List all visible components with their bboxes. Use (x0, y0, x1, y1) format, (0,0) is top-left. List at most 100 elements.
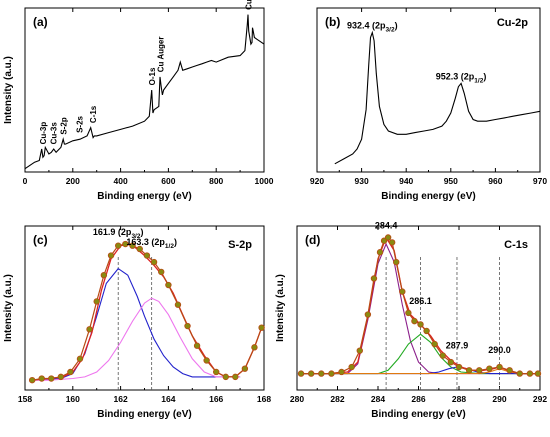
data-point (328, 370, 335, 377)
data-point (48, 375, 55, 382)
peak-label-subscript: 3/2 (386, 27, 395, 34)
peak-label-value: 163.3 (2p (126, 237, 165, 247)
peak-label-close: ) (483, 71, 486, 81)
peak-label-value: 287.9 (446, 340, 469, 350)
data-point (370, 275, 378, 282)
data-point (107, 252, 115, 259)
plot-frame (316, 7, 541, 173)
peak-label-close: ) (140, 227, 143, 237)
peak-label-close: ) (395, 21, 398, 31)
x-tick-label: 162 (114, 394, 128, 404)
peak-label: Cu-2p (244, 0, 253, 10)
data-point (455, 363, 463, 371)
data-point (174, 301, 182, 308)
x-tick-label: 1000 (255, 176, 274, 186)
peak-label: 163.3 (2p1/2) (126, 237, 177, 250)
data-point (115, 242, 122, 249)
data-point (203, 357, 210, 364)
data-point (67, 368, 74, 376)
x-tick-label: 960 (488, 176, 502, 186)
x-tick-label: 286 (411, 394, 425, 404)
peak-label-value: 161.9 (2p (93, 227, 132, 237)
data-point (526, 370, 534, 377)
peak-label: Cu-3p (39, 122, 48, 145)
data-point (297, 370, 305, 377)
measured-spectrum-line (32, 243, 263, 381)
x-tick-label: 970 (533, 176, 547, 186)
x-tick-label: 400 (114, 176, 128, 186)
panel-tag: (d) (305, 233, 320, 247)
data-point (241, 365, 249, 372)
spectrum-line (334, 30, 541, 165)
peak-label: 161.9 (2p3/2) (93, 227, 144, 240)
data-point (423, 327, 430, 335)
x-tick-label: 0 (23, 176, 28, 186)
y-axis-title: Intensity (a.u.) (3, 56, 14, 124)
x-tick-label: 164 (161, 394, 175, 404)
data-point (486, 365, 493, 372)
data-point (222, 373, 229, 381)
data-point (76, 355, 84, 363)
data-point (57, 373, 65, 381)
region-label: S-2p (228, 239, 252, 251)
x-tick-label: 166 (209, 394, 223, 404)
data-point (338, 368, 345, 376)
peak-label: Cu Auger (157, 37, 166, 73)
x-tick-label: 288 (452, 394, 466, 404)
peak-label: 290.0 (488, 345, 511, 355)
peak-label: Cu-3s (50, 122, 59, 145)
data-point (307, 370, 315, 377)
peak-label-value: 286.1 (409, 296, 432, 306)
peak-label-subscript: 1/2 (165, 243, 174, 250)
data-point (232, 373, 239, 381)
x-tick-label: 940 (399, 176, 413, 186)
y-axis-title: Intensity (a.u.) (275, 274, 286, 342)
data-point (393, 258, 400, 266)
panel-tag: (b) (325, 15, 340, 29)
spectrum-line (24, 14, 265, 170)
data-point (251, 344, 258, 351)
data-point (28, 376, 36, 384)
peak-label: 932.4 (2p3/2) (347, 21, 398, 34)
data-point (439, 352, 446, 359)
peak-label: O-1s (148, 67, 157, 85)
x-tick-label: 920 (310, 176, 324, 186)
data-point (496, 363, 503, 371)
data-point (143, 252, 151, 259)
data-point (516, 370, 523, 377)
data-point (150, 258, 158, 266)
peak-label: 952.3 (2p1/2) (436, 71, 487, 84)
x-axis-title: Binding energy (eV) (97, 191, 191, 202)
peak-label-value: 290.0 (488, 345, 511, 355)
panel-tag: (c) (33, 233, 48, 247)
peak-label-value: 952.3 (2p (436, 71, 475, 81)
data-point (100, 272, 108, 279)
peak-label-value: 284.4 (375, 221, 398, 231)
data-point (405, 309, 412, 317)
fit-component-line (32, 297, 241, 381)
x-tick-label: 158 (18, 394, 32, 404)
data-point (122, 240, 129, 248)
peak-label: S-2s (75, 115, 84, 132)
x-axis-title: Binding energy (eV) (371, 409, 465, 420)
data-point (399, 288, 406, 295)
peak-label-subscript: 1/2 (474, 77, 483, 84)
x-tick-label: 950 (444, 176, 458, 186)
x-tick-label: 930 (355, 176, 369, 186)
peak-label: 284.4 (375, 221, 398, 231)
peak-label-value: 932.4 (2p (347, 21, 386, 31)
x-axis-title: Binding energy (eV) (381, 191, 475, 202)
fit-component-line (301, 333, 538, 375)
x-tick-label: 600 (161, 176, 175, 186)
data-point (38, 375, 45, 382)
x-tick-label: 800 (209, 176, 223, 186)
data-point (447, 358, 455, 366)
data-point (348, 363, 355, 371)
data-point (380, 237, 388, 244)
data-point (388, 239, 396, 246)
x-tick-label: 200 (66, 176, 80, 186)
data-point (129, 242, 136, 249)
data-point (384, 234, 392, 241)
x-tick-label: 290 (492, 394, 506, 404)
